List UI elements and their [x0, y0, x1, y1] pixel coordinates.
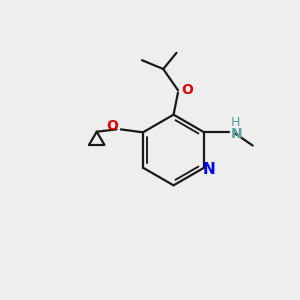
- Text: H: H: [230, 116, 240, 129]
- Text: N: N: [203, 162, 216, 177]
- Text: O: O: [106, 119, 118, 134]
- Text: O: O: [182, 83, 194, 97]
- Text: N: N: [230, 127, 242, 141]
